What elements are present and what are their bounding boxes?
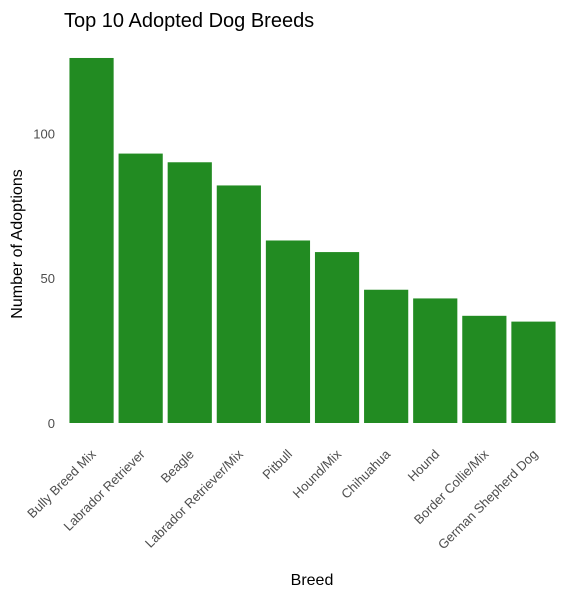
bar-labrador-retriever-mix — [216, 185, 261, 423]
bar-beagle — [167, 162, 212, 423]
y-tick-label: 100 — [33, 126, 55, 141]
bar-pitbull — [265, 240, 311, 423]
bar-bully-breed-mix — [69, 57, 114, 423]
bar-hound-mix — [314, 252, 360, 423]
x-tick-label: Chihuahua — [338, 446, 394, 502]
x-tick-label: Labrador Retriever — [61, 446, 149, 534]
bar-hound — [413, 298, 458, 423]
x-tick-label: Pitbull — [259, 446, 295, 482]
bar-german-shepherd-dog — [511, 321, 556, 423]
y-tick-label: 0 — [48, 416, 55, 431]
chart-title: Top 10 Adopted Dog Breeds — [64, 10, 314, 32]
y-axis-title: Number of Adoptions — [9, 169, 26, 318]
x-tick-label: Beagle — [158, 447, 197, 486]
y-axis-ticks: 0 50 100 — [33, 126, 55, 431]
bar-border-collie-mix — [462, 315, 507, 423]
bar-chihuahua — [364, 289, 409, 423]
x-axis-title: Breed — [291, 572, 334, 589]
bar-labrador-retriever — [118, 153, 163, 423]
x-tick-label: Labrador Retriever/Mix — [142, 446, 246, 550]
x-tick-label: Hound/Mix — [290, 446, 345, 501]
x-tick-label: Hound — [405, 447, 443, 485]
bars-group — [69, 57, 556, 423]
y-tick-label: 50 — [41, 271, 55, 286]
x-tick-label: German Shepherd Dog — [435, 447, 541, 553]
